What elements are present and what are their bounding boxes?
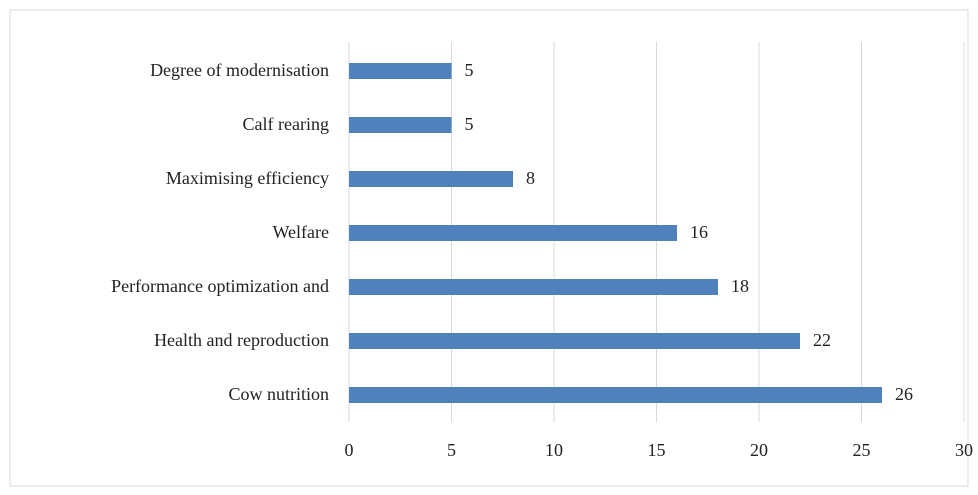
y-tick-label: Performance optimization and <box>111 276 329 296</box>
y-tick-label: Maximising efficiency <box>166 168 329 188</box>
chart-border <box>9 9 969 487</box>
x-tick-label: 5 <box>447 440 456 460</box>
y-tick-label: Cow nutrition <box>228 384 329 404</box>
x-tick-label: 20 <box>750 440 768 460</box>
y-tick-label: Health and reproduction <box>154 330 329 350</box>
x-tick-label: 25 <box>853 440 871 460</box>
x-tick-label: 10 <box>545 440 563 460</box>
data-label: 18 <box>731 276 749 296</box>
data-label: 5 <box>465 60 474 80</box>
bar <box>349 225 677 241</box>
bar <box>349 279 718 295</box>
data-label: 16 <box>690 222 708 242</box>
x-tick-label: 30 <box>955 440 973 460</box>
bar <box>349 387 882 403</box>
data-label: 26 <box>895 384 913 404</box>
x-tick-label: 0 <box>345 440 354 460</box>
y-tick-label: Degree of modernisation <box>150 60 329 80</box>
y-tick-label: Welfare <box>272 222 329 242</box>
bar <box>349 333 800 349</box>
data-label: 22 <box>813 330 831 350</box>
bar <box>349 171 513 187</box>
y-tick-label: Calf rearing <box>243 114 329 134</box>
x-tick-label: 15 <box>648 440 666 460</box>
bar <box>349 117 452 133</box>
bar <box>349 63 452 79</box>
data-label: 8 <box>526 168 535 188</box>
data-label: 5 <box>465 114 474 134</box>
